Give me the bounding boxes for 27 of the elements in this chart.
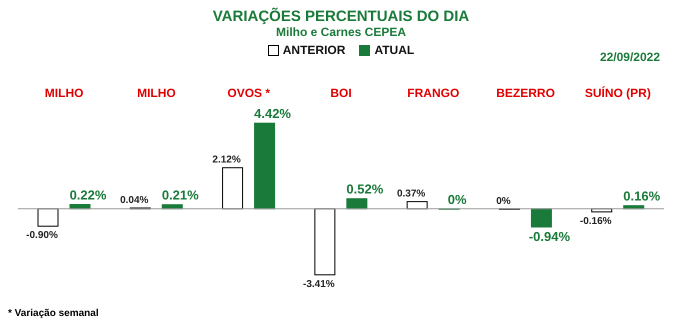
chart-subtitle: Milho e Carnes CEPEA [274, 25, 408, 39]
data-label: 2.12% [212, 154, 241, 166]
x-tick-label: MILHO [44, 86, 84, 100]
data-label: -3.41% [303, 278, 335, 290]
data-label: 0.04% [120, 195, 149, 206]
x-tick-label: SUÍNO (PR) [584, 86, 651, 100]
x-tick-label: MILHO [137, 86, 176, 100]
x-tick-label: BEZERRO [496, 86, 555, 100]
data-label: 0.52% [346, 182, 384, 197]
data-label: 0% [496, 196, 511, 207]
data-label: -0.94% [528, 228, 570, 244]
chart-title: VARIAÇÕES PERCENTUAIS DO DIA [212, 8, 470, 25]
data-label: 4.42% [254, 106, 292, 122]
data-label: 0.22% [70, 188, 107, 203]
x-tick-label: BOI [330, 86, 352, 100]
x-tick-label: OVOS * [227, 86, 270, 100]
text: * Variação semanal [8, 308, 99, 319]
legend-label: ATUAL [373, 43, 414, 57]
data-label: 0% [448, 192, 467, 207]
x-tick-label: FRANGO [407, 86, 460, 100]
text: 22/09/2022 [600, 50, 660, 64]
data-label: 0.37% [396, 188, 426, 200]
data-label: 0.16% [623, 188, 661, 204]
legend-label: ANTERIOR [282, 43, 346, 57]
data-label: 0.21% [162, 188, 200, 203]
data-label: -0.16% [580, 216, 612, 227]
data-label: -0.90% [26, 230, 58, 242]
